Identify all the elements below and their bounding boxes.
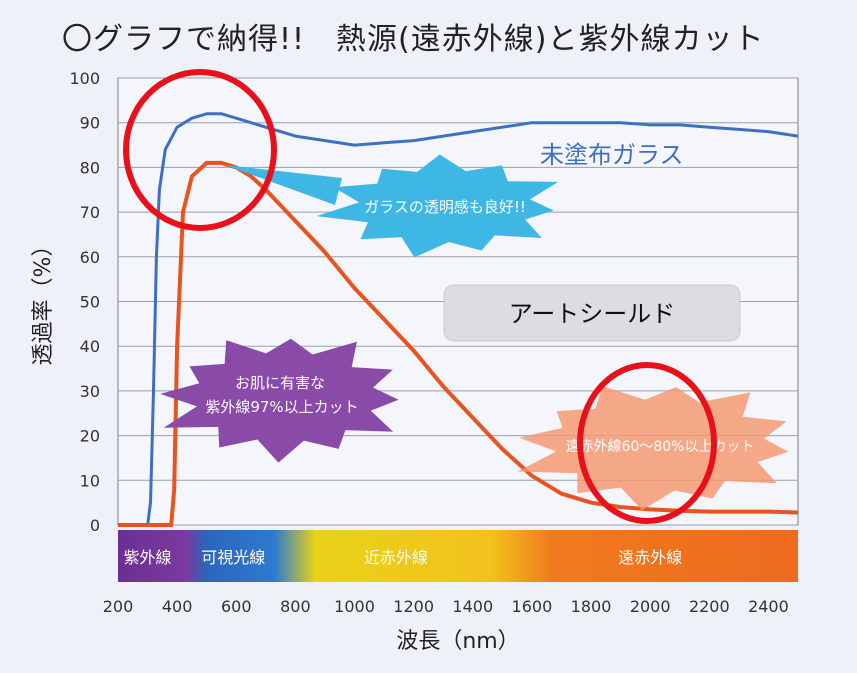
highlight-circle-ir [577,362,717,524]
series-line-art-shield [118,160,799,527]
x-tick-label: 2400 [748,597,789,616]
axis-ticks: 0 10 20 30 40 50 60 70 80 90 100 200 400 600 800 1000 12… [69,69,788,616]
x-tick-label: 1400 [452,597,493,616]
series-label-shield: アートシールド [509,300,676,328]
x-tick-label: 200 [103,597,134,616]
axis-labels: 波長（nm） 透過率（%） [31,235,520,654]
y-tick-label: 20 [80,427,100,446]
series-label-uncoated: 未塗布ガラス [540,141,684,169]
clarity-burst [316,154,559,258]
x-axis-label: 波長（nm） [396,629,519,654]
series-lines [118,112,799,527]
y-tick-label: 70 [80,203,100,222]
y-tick-label: 30 [80,382,100,401]
spectrum-band: 紫外線 可視光線 近赤外線 遠赤外線 [118,530,798,582]
y-tick-label: 0 [90,516,100,535]
uv-burst [160,338,399,463]
series-line-uncoated-glass [118,112,799,527]
x-tick-label: 2000 [630,597,671,616]
y-tick-label: 40 [80,337,100,356]
clarity-pointer [225,165,342,205]
clarity-text: ガラスの透明感も良好!! [364,198,526,216]
x-tick-label: 400 [162,597,193,616]
x-tick-label: 600 [221,597,252,616]
band-label: 可視光線 [201,548,265,567]
x-tick-label: 800 [280,597,311,616]
x-tick-label: 1800 [571,597,612,616]
chart-title: 〇グラフで納得!! 熱源(遠赤外線)と紫外線カット [62,22,765,57]
uv-text-line2: 紫外線97%以上カット [205,398,358,416]
y-tick-label: 10 [80,471,100,490]
x-tick-label: 1200 [393,597,434,616]
spectrum-bar [118,530,798,582]
y-axis-label: 透過率（%） [31,235,56,366]
series-label-box [443,284,741,342]
y-tick-label: 90 [80,114,100,133]
y-tick-label: 80 [80,158,100,177]
x-tick-label: 1000 [334,597,375,616]
x-tick-label: 2200 [689,597,730,616]
x-tick-label: 1600 [512,597,553,616]
uv-text-line1: お肌に有害な [235,374,325,392]
highlight-circle-peak [123,69,277,231]
band-label: 近赤外線 [364,548,428,567]
y-tick-label: 100 [69,69,100,88]
ir-text: 遠赤外線60～80%以上カット [566,439,755,455]
band-label: 遠赤外線 [618,548,682,567]
y-tick-label: 60 [80,248,100,267]
y-tick-label: 50 [80,293,100,312]
band-label: 紫外線 [124,548,172,567]
